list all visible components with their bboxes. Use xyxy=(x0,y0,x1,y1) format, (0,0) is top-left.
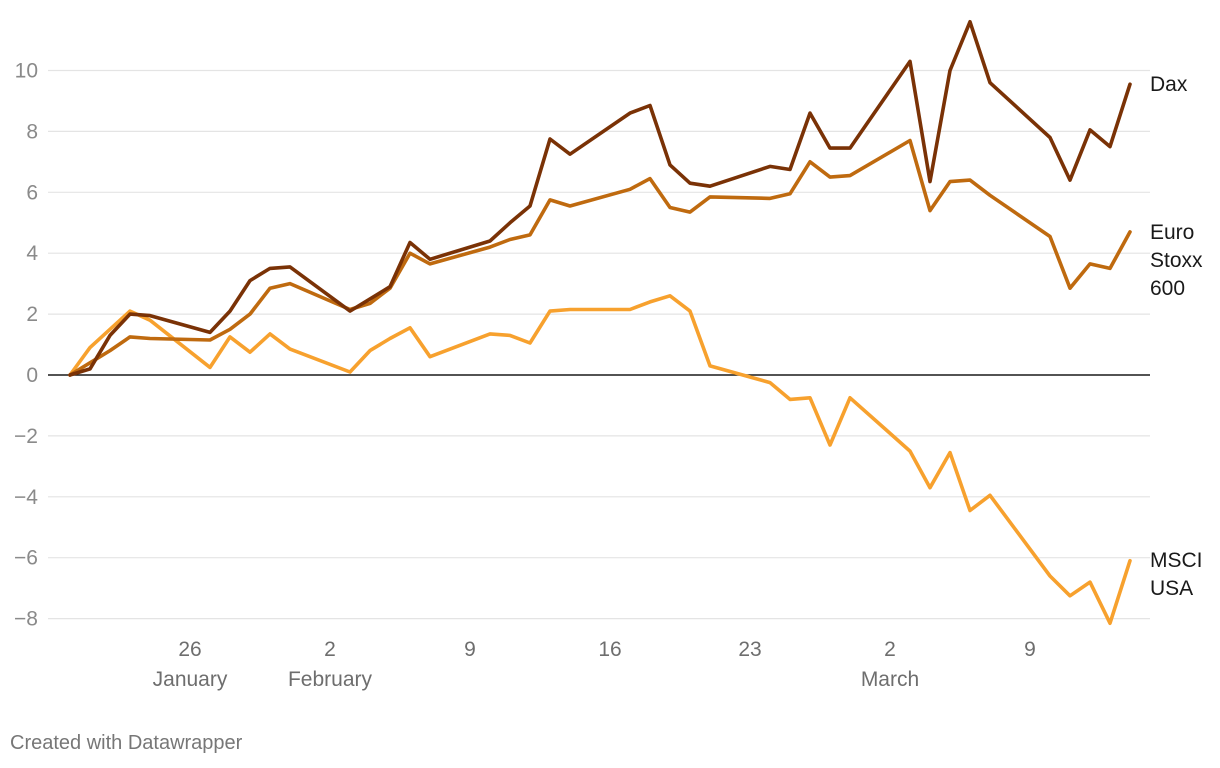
x-month-label: February xyxy=(288,668,373,691)
series-line-msci-usa xyxy=(68,293,1132,626)
series-label-euro-stoxx-600: 600 xyxy=(1150,277,1185,300)
y-tick-label: 4 xyxy=(26,242,38,265)
y-axis-ticks: 10 8 6 4 2 0 −2 −4 −6 −8 xyxy=(14,60,38,631)
y-tick-label: −6 xyxy=(14,547,38,570)
y-tick-label: 6 xyxy=(26,181,38,204)
series-line-euro-stoxx-600 xyxy=(68,138,1132,377)
x-tick-label: 2 xyxy=(884,638,896,661)
x-month-label: March xyxy=(861,668,919,691)
x-month-label: January xyxy=(153,668,228,691)
x-tick-label: 16 xyxy=(598,638,621,661)
x-tick-label: 9 xyxy=(1024,638,1036,661)
series-lines xyxy=(68,19,1132,626)
gridlines xyxy=(48,69,1150,620)
series-label-dax: Dax xyxy=(1150,73,1188,96)
series-labels: Dax Euro Stoxx 600 MSCI USA xyxy=(1150,73,1203,600)
y-tick-label: 0 xyxy=(26,364,38,387)
series-label-euro-stoxx-600: Stoxx xyxy=(1150,249,1203,272)
y-tick-label: 2 xyxy=(26,303,38,326)
y-tick-label: −2 xyxy=(14,425,38,448)
x-axis-ticks: 26 January 2 February 9 16 23 2 March 9 xyxy=(153,638,1036,691)
x-tick-label: 26 xyxy=(178,638,201,661)
series-label-msci-usa: USA xyxy=(1150,577,1193,600)
y-tick-label: 10 xyxy=(15,60,38,83)
x-tick-label: 2 xyxy=(324,638,336,661)
series-label-euro-stoxx-600: Euro xyxy=(1150,221,1194,244)
x-tick-label: 23 xyxy=(738,638,761,661)
y-tick-label: −8 xyxy=(14,608,38,631)
series-line-dax xyxy=(68,19,1132,377)
y-tick-label: −4 xyxy=(14,486,38,509)
y-tick-label: 8 xyxy=(26,120,38,143)
series-label-msci-usa: MSCI xyxy=(1150,549,1203,572)
datawrapper-credit: Created with Datawrapper xyxy=(10,732,243,754)
x-tick-label: 9 xyxy=(464,638,476,661)
